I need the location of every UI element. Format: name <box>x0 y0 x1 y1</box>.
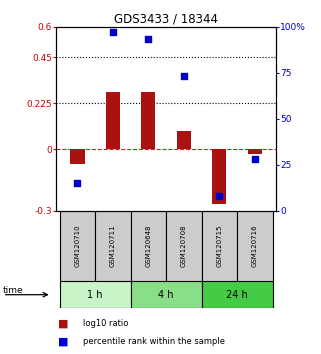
Title: GDS3433 / 18344: GDS3433 / 18344 <box>114 12 218 25</box>
Bar <box>95 211 131 281</box>
Point <box>110 29 116 35</box>
Bar <box>202 281 273 308</box>
Text: GSM120708: GSM120708 <box>181 225 187 267</box>
Bar <box>60 281 131 308</box>
Text: time: time <box>3 286 23 295</box>
Bar <box>212 149 226 205</box>
Text: log10 ratio: log10 ratio <box>82 319 128 329</box>
Point <box>181 73 187 79</box>
Bar <box>177 131 191 149</box>
Bar <box>202 211 237 281</box>
Text: GSM120710: GSM120710 <box>74 225 81 267</box>
Bar <box>141 92 155 149</box>
Bar <box>166 211 202 281</box>
Bar <box>131 211 166 281</box>
Text: GSM120648: GSM120648 <box>145 225 152 267</box>
Point <box>75 180 80 186</box>
Bar <box>237 211 273 281</box>
Text: ■: ■ <box>58 319 69 329</box>
Text: 24 h: 24 h <box>226 290 248 300</box>
Bar <box>106 92 120 149</box>
Bar <box>60 211 95 281</box>
Bar <box>248 149 262 154</box>
Text: 4 h: 4 h <box>158 290 174 300</box>
Point <box>146 36 151 42</box>
Bar <box>131 281 202 308</box>
Text: percentile rank within the sample: percentile rank within the sample <box>82 337 225 346</box>
Text: GSM120716: GSM120716 <box>252 225 258 267</box>
Point <box>252 156 257 162</box>
Text: ■: ■ <box>58 337 69 347</box>
Point <box>217 193 222 199</box>
Text: GSM120715: GSM120715 <box>216 225 222 267</box>
Bar <box>70 149 84 164</box>
Text: 1 h: 1 h <box>87 290 103 300</box>
Text: GSM120711: GSM120711 <box>110 225 116 267</box>
